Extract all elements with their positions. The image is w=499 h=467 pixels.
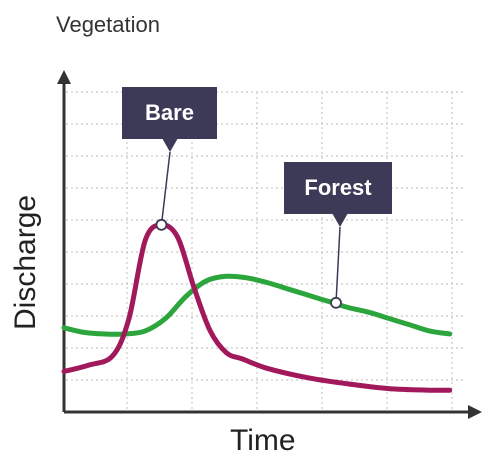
y-axis-arrowhead xyxy=(57,70,71,84)
x-axis-arrowhead xyxy=(468,405,482,419)
series-line-bare xyxy=(61,222,453,393)
annotation-layer xyxy=(155,138,348,309)
axes-layer xyxy=(57,70,482,419)
x-axis-label: Time xyxy=(230,424,296,457)
bare-leader-line xyxy=(160,151,171,225)
bare-callout: Bare xyxy=(122,87,217,139)
forest-callout-pointer xyxy=(332,213,348,227)
chart-title: Vegetation xyxy=(56,12,160,37)
forest-leader-line xyxy=(335,226,341,303)
forest-callout: Forest xyxy=(284,162,392,214)
forest-point-marker xyxy=(330,296,342,309)
y-axis-label: Discharge xyxy=(9,194,42,330)
series-layer xyxy=(61,222,453,393)
series-line-forest xyxy=(61,273,453,337)
bare-callout-pointer xyxy=(162,138,178,152)
bare-point-marker xyxy=(155,218,168,231)
grid-layer xyxy=(66,91,466,410)
